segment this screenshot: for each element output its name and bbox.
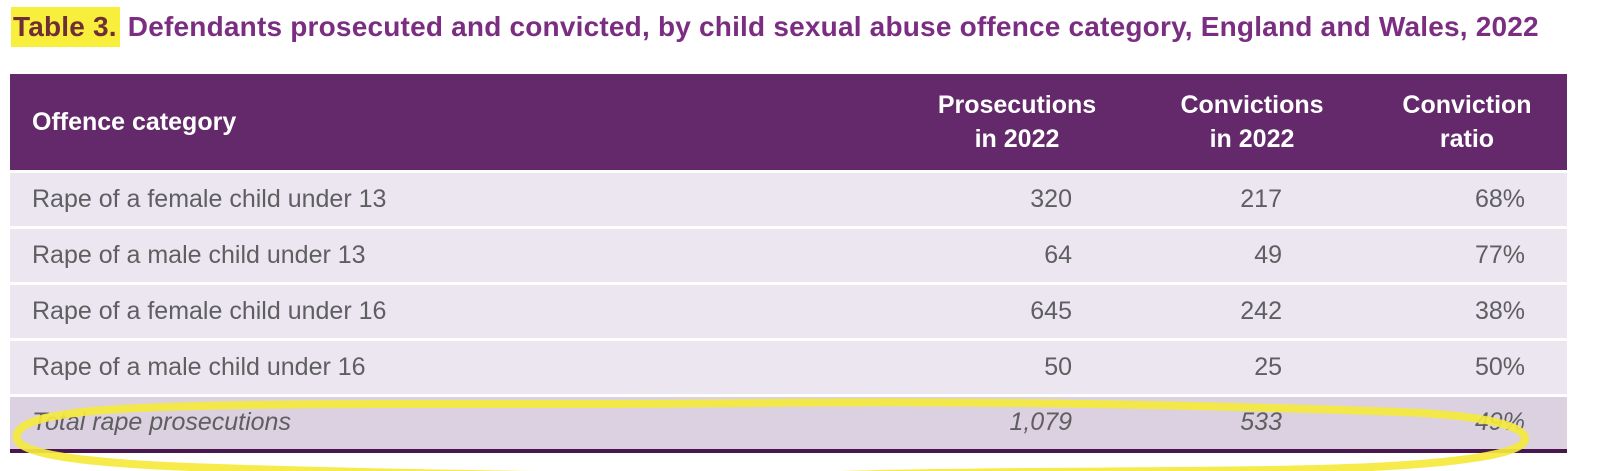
column-header-ratio-line1: Conviction xyxy=(1402,90,1532,119)
table-row: Rape of a male child under 16 50 25 50% xyxy=(10,337,1567,395)
convictions-cell: 25 xyxy=(1137,337,1367,395)
conviction-ratio-cell: 49% xyxy=(1367,393,1567,453)
title-highlight: Table 3. xyxy=(11,7,120,47)
prosecutions-cell: 645 xyxy=(897,281,1137,339)
offence-category-cell: Rape of a male child under 16 xyxy=(10,337,897,395)
offence-category-cell: Total rape prosecutions xyxy=(10,393,897,453)
convictions-cell: 242 xyxy=(1137,281,1367,339)
offence-category-cell: Rape of a female child under 13 xyxy=(10,169,897,227)
prosecutions-cell: 50 xyxy=(897,337,1137,395)
conviction-ratio-cell: 50% xyxy=(1367,337,1567,395)
table-row: Rape of a female child under 13 320 217 … xyxy=(10,169,1567,227)
header-row: Offence category Prosecutions in 2022 Co… xyxy=(10,74,1567,171)
table-row: Rape of a male child under 13 64 49 77% xyxy=(10,225,1567,283)
column-header-convictions-line2: in 2022 xyxy=(1209,124,1295,153)
total-row: Total rape prosecutions 1,079 533 49% xyxy=(10,393,1567,453)
column-header-conviction-ratio: Conviction ratio xyxy=(1367,74,1567,171)
offence-table: Offence category Prosecutions in 2022 Co… xyxy=(10,74,1567,453)
column-header-offence-category: Offence category xyxy=(10,74,897,171)
offence-category-cell: Rape of a female child under 16 xyxy=(10,281,897,339)
title-text: Defendants prosecuted and convicted, by … xyxy=(119,11,1539,42)
prosecutions-cell: 64 xyxy=(897,225,1137,283)
column-header-convictions: Convictions in 2022 xyxy=(1137,74,1367,171)
prosecutions-cell: 1,079 xyxy=(897,393,1137,453)
column-header-convictions-line1: Convictions xyxy=(1180,90,1324,119)
conviction-ratio-cell: 77% xyxy=(1367,225,1567,283)
convictions-cell: 533 xyxy=(1137,393,1367,453)
column-header-prosecutions-line1: Prosecutions xyxy=(937,90,1097,119)
column-header-prosecutions: Prosecutions in 2022 xyxy=(897,74,1137,171)
conviction-ratio-cell: 38% xyxy=(1367,281,1567,339)
convictions-cell: 49 xyxy=(1137,225,1367,283)
conviction-ratio-cell: 68% xyxy=(1367,169,1567,227)
table-header: Offence category Prosecutions in 2022 Co… xyxy=(10,74,1567,171)
prosecutions-cell: 320 xyxy=(897,169,1137,227)
offence-category-cell: Rape of a male child under 13 xyxy=(10,225,897,283)
page: Table 3. Defendants prosecuted and convi… xyxy=(0,7,1600,471)
table-body: Rape of a female child under 13 320 217 … xyxy=(10,169,1567,453)
table-title: Table 3. Defendants prosecuted and convi… xyxy=(11,7,1600,47)
column-header-ratio-line2: ratio xyxy=(1439,124,1495,153)
table-row: Rape of a female child under 16 645 242 … xyxy=(10,281,1567,339)
convictions-cell: 217 xyxy=(1137,169,1367,227)
column-header-prosecutions-line2: in 2022 xyxy=(974,124,1060,153)
